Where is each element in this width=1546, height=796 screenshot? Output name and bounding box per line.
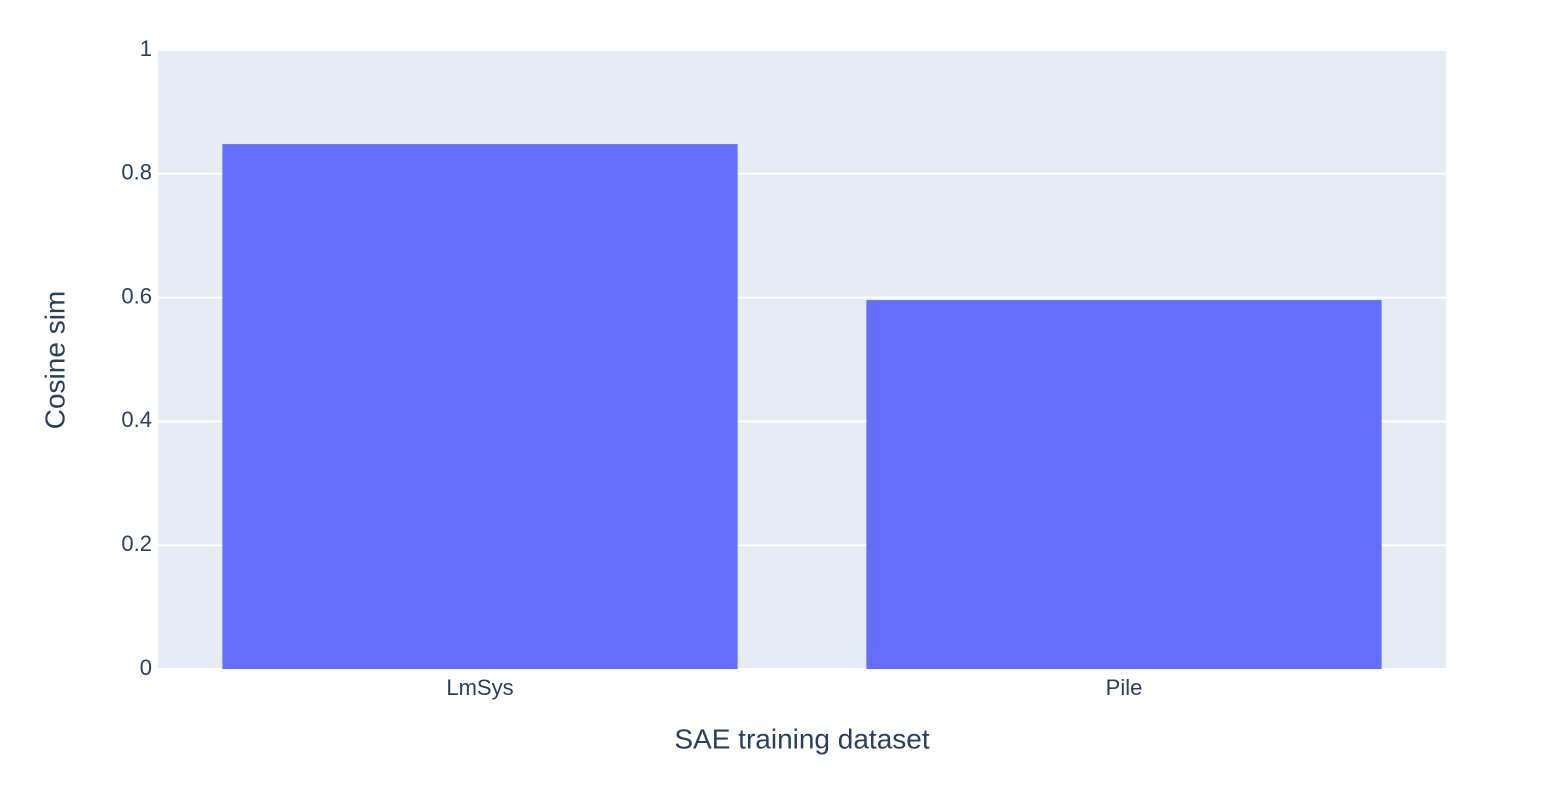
y-axis-title: Cosine sim bbox=[39, 291, 70, 429]
x-tick-label: Pile bbox=[1106, 675, 1143, 700]
x-tick-label: LmSys bbox=[446, 675, 513, 700]
bar bbox=[222, 144, 738, 669]
y-tick-label: 0.4 bbox=[121, 407, 152, 432]
y-tick-label: 0.6 bbox=[121, 283, 152, 308]
y-tick-label: 0.8 bbox=[121, 160, 152, 185]
y-tick-label: 1 bbox=[140, 36, 152, 61]
y-tick-label: 0 bbox=[140, 655, 152, 680]
y-tick-label: 0.2 bbox=[121, 531, 152, 556]
x-axis-title: SAE training dataset bbox=[674, 723, 929, 754]
bar bbox=[866, 300, 1382, 669]
